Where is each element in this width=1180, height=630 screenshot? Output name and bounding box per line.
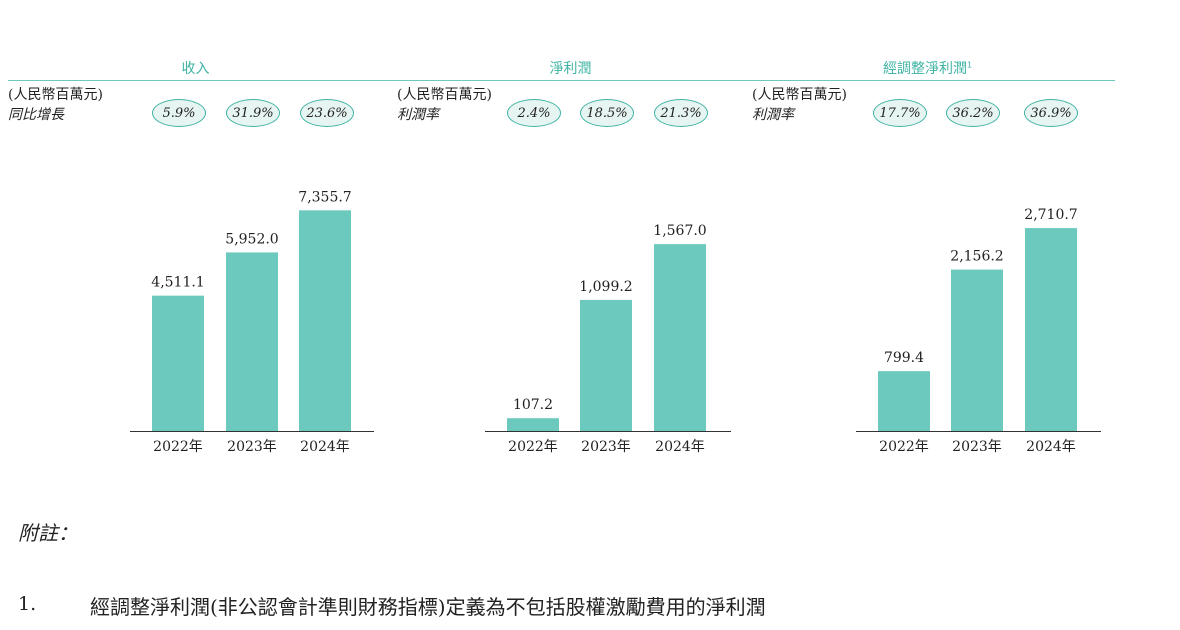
data-label: 799.4 [884, 350, 924, 366]
margin-label: 利潤率 [752, 107, 794, 123]
data-label: 5,952.0 [225, 231, 278, 247]
adjusted-net-profit-bar-chart: 799.4 2022年 2,156.2 2023年 2,710.7 2024年 [856, 207, 1101, 455]
notes-title: 附註： [18, 521, 78, 545]
ratio-pill: 36.2% [946, 99, 1000, 127]
unit-label: (人民幣百萬元) [397, 87, 492, 103]
unit-label: (人民幣百萬元) [752, 87, 847, 103]
data-label: 107.2 [513, 397, 553, 413]
margin-label: 利潤率 [397, 107, 439, 123]
x-tick-label: 2023年 [227, 439, 277, 455]
bar-2022年 [878, 371, 930, 431]
bar-2022年 [507, 418, 559, 431]
title-divider [740, 80, 1115, 81]
bar-2024年 [299, 210, 351, 431]
unit-label: (人民幣百萬元) [8, 87, 103, 103]
revenue-bar-chart: 4,511.1 2022年 5,952.0 2023年 7,355.7 2024年 [130, 189, 374, 455]
ratio-pill: 23.6% [300, 99, 354, 127]
data-label: 2,156.2 [950, 249, 1003, 265]
ratio-pill: 17.7% [873, 99, 927, 127]
footnote-marker: 1 [966, 60, 973, 70]
x-tick-label: 2024年 [300, 439, 350, 455]
ratio-pill: 2.4% [507, 99, 561, 127]
x-tick-label: 2023年 [581, 439, 631, 455]
x-tick-label: 2024年 [655, 439, 705, 455]
ratio-pill: 5.9% [152, 99, 206, 127]
data-label: 4,511.1 [151, 275, 204, 291]
bar-2023年 [951, 269, 1003, 431]
net-profit-bar-chart: 107.2 2022年 1,099.2 2023年 1,567.0 2024年 [485, 223, 731, 455]
bar-2024年 [1025, 228, 1077, 431]
data-label: 2,710.7 [1024, 207, 1077, 223]
note-text: 經調整淨利潤(非公認會計準則財務指標)定義為不包括股權激勵費用的淨利潤 [90, 595, 766, 619]
data-label: 1,567.0 [653, 223, 706, 239]
bar-2023年 [226, 252, 278, 431]
bar-2024年 [654, 244, 706, 431]
x-tick-label: 2024年 [1026, 439, 1076, 455]
x-tick-label: 2022年 [879, 439, 929, 455]
panel-title: 經調整淨利潤1 [882, 60, 973, 77]
revenue-panel: 收入 (人民幣百萬元) 同比增長 5.9% 31.9% 23.6% 4,511.… [8, 58, 383, 468]
panel-title: 收入 [181, 61, 210, 77]
bar-2022年 [152, 295, 204, 431]
data-label: 7,355.7 [298, 189, 351, 205]
ratio-pill: 18.5% [580, 99, 634, 127]
ratio-pill: 36.9% [1024, 99, 1078, 127]
ratio-pill: 21.3% [654, 99, 708, 127]
growth-label: 同比增長 [8, 107, 64, 123]
data-label: 1,099.2 [579, 279, 632, 295]
note-number: 1. [18, 593, 37, 615]
x-tick-label: 2022年 [153, 439, 203, 455]
panel-title: 淨利潤 [549, 61, 592, 77]
adjusted-net-profit-panel: 經調整淨利潤1 (人民幣百萬元) 利潤率 17.7% 36.2% 36.9% 7… [740, 58, 1115, 468]
x-tick-label: 2023年 [952, 439, 1002, 455]
x-tick-label: 2022年 [508, 439, 558, 455]
net-profit-panel: 淨利潤 (人民幣百萬元) 利潤率 2.4% 18.5% 21.3% 107.2 2… [383, 58, 758, 468]
title-divider [8, 80, 383, 81]
title-divider [383, 80, 758, 81]
bar-2023年 [580, 299, 632, 431]
ratio-pill: 31.9% [226, 99, 280, 127]
